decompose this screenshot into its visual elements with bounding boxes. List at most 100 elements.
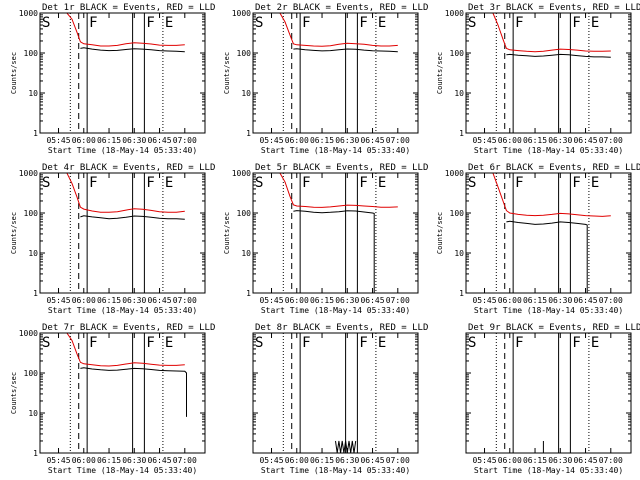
x-tick-label: 07:00 xyxy=(386,296,410,305)
plot-frame xyxy=(252,12,419,134)
series-line-events xyxy=(293,48,398,53)
time-marker-label: S xyxy=(255,15,263,31)
time-marker-label: F xyxy=(515,335,523,351)
x-tick-label: 06:30 xyxy=(122,296,146,305)
x-tick-label: 06:30 xyxy=(335,456,359,465)
time-marker-label: S xyxy=(42,335,50,351)
time-marker-label: F xyxy=(146,175,154,191)
series-line-events xyxy=(80,47,185,53)
plot-area xyxy=(253,333,377,453)
y-axis-label: Counts/sec xyxy=(223,52,231,94)
x-tick-label: 06:15 xyxy=(97,296,121,305)
x-tick-label: 06:00 xyxy=(498,456,522,465)
x-axis-label: Start Time (18-May-14 05:33:40) xyxy=(261,306,410,315)
time-marker-label: F xyxy=(302,335,310,351)
series-line-lld xyxy=(40,173,185,213)
time-marker-label: F xyxy=(572,175,580,191)
x-tick-label: 06:00 xyxy=(72,296,96,305)
y-tick-label: 10 xyxy=(241,89,251,98)
time-marker-label: F xyxy=(359,175,367,191)
x-axis-label: Start Time (18-May-14 05:33:40) xyxy=(48,466,197,475)
time-marker-label: S xyxy=(468,15,476,31)
time-marker-label: S xyxy=(255,175,263,191)
series-line-lld xyxy=(40,333,185,367)
x-tick-label: 06:15 xyxy=(310,456,334,465)
x-axis-label: Start Time (18-May-14 05:33:40) xyxy=(48,306,197,315)
y-tick-label: 10 xyxy=(28,89,38,98)
x-tick-label: 06:15 xyxy=(97,136,121,145)
y-tick-label: 100 xyxy=(450,209,465,218)
time-marker-label: E xyxy=(165,335,173,351)
time-marker-label: E xyxy=(378,175,386,191)
y-tick-label: 100 xyxy=(24,369,39,378)
x-tick-label: 06:15 xyxy=(97,456,121,465)
panel-title: Det 1r BLACK = Events, RED = LLD xyxy=(42,3,215,13)
y-tick-label: 1000 xyxy=(232,169,251,178)
panel-title: Det 6r BLACK = Events, RED = LLD xyxy=(468,163,640,173)
panel-title: Det 7r BLACK = Events, RED = LLD xyxy=(42,323,215,333)
x-tick-label: 06:15 xyxy=(310,136,334,145)
time-marker-label: F xyxy=(302,175,310,191)
x-tick-label: 06:30 xyxy=(122,136,146,145)
x-tick-label: 07:00 xyxy=(386,136,410,145)
y-tick-label: 1 xyxy=(246,129,251,138)
y-tick-label: 1000 xyxy=(19,169,38,178)
x-tick-label: 05:45 xyxy=(472,296,496,305)
x-tick-label: 05:45 xyxy=(472,456,496,465)
time-marker-label: F xyxy=(146,335,154,351)
x-tick-label: 07:00 xyxy=(386,456,410,465)
time-marker-label: E xyxy=(378,15,386,31)
x-tick-label: 06:15 xyxy=(523,136,547,145)
time-marker-label: F xyxy=(572,335,580,351)
x-tick-label: 07:00 xyxy=(173,456,197,465)
x-tick-label: 05:45 xyxy=(46,456,70,465)
time-marker-label: E xyxy=(591,175,599,191)
time-marker-label: E xyxy=(591,15,599,31)
series-line-lld xyxy=(466,13,611,53)
time-marker-label: F xyxy=(572,15,580,31)
x-axis-label: Start Time (18-May-14 05:33:40) xyxy=(261,466,410,475)
plot-frame xyxy=(465,12,632,134)
x-axis-label: Start Time (18-May-14 05:33:40) xyxy=(261,146,410,155)
y-axis-label: Counts/sec xyxy=(223,212,231,254)
y-tick-label: 1000 xyxy=(445,169,464,178)
time-marker-label: E xyxy=(165,175,173,191)
x-tick-label: 06:45 xyxy=(573,136,597,145)
x-tick-label: 06:45 xyxy=(360,456,384,465)
plot-area xyxy=(40,333,187,453)
plot-frame xyxy=(465,172,632,294)
x-tick-label: 06:45 xyxy=(360,296,384,305)
plot-area xyxy=(466,13,611,133)
time-marker-label: F xyxy=(89,175,97,191)
time-marker-label: F xyxy=(359,335,367,351)
x-axis-label: Start Time (18-May-14 05:33:40) xyxy=(474,306,623,315)
x-tick-label: 06:00 xyxy=(498,296,522,305)
plot-area xyxy=(40,13,185,133)
x-tick-label: 07:00 xyxy=(599,456,623,465)
y-tick-label: 100 xyxy=(237,49,252,58)
x-tick-label: 06:45 xyxy=(360,136,384,145)
time-marker-label: S xyxy=(468,335,476,351)
plot-frame xyxy=(252,172,419,294)
x-tick-label: 06:30 xyxy=(122,456,146,465)
time-marker-label: F xyxy=(515,15,523,31)
x-axis-label: Start Time (18-May-14 05:33:40) xyxy=(474,146,623,155)
x-tick-label: 06:45 xyxy=(573,296,597,305)
plot-area xyxy=(253,173,398,293)
series-line-lld xyxy=(253,13,398,47)
series-line-events xyxy=(335,440,357,453)
x-tick-label: 06:00 xyxy=(72,456,96,465)
y-tick-label: 1 xyxy=(33,289,38,298)
x-tick-label: 05:45 xyxy=(46,296,70,305)
x-tick-label: 06:45 xyxy=(147,136,171,145)
y-tick-label: 100 xyxy=(24,49,39,58)
x-tick-label: 06:00 xyxy=(72,136,96,145)
x-tick-label: 06:30 xyxy=(335,296,359,305)
series-line-events xyxy=(80,215,185,220)
x-tick-label: 06:45 xyxy=(147,456,171,465)
plot-frame xyxy=(465,332,632,454)
